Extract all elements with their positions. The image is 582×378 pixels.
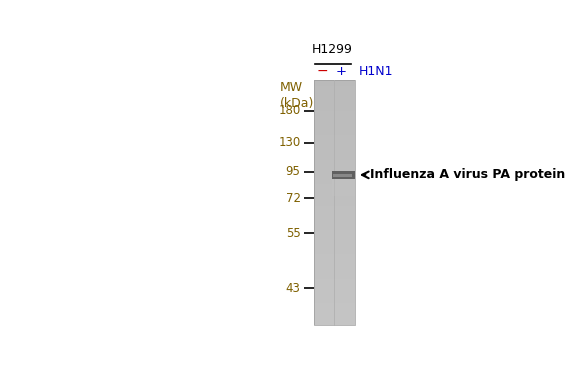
Bar xyxy=(314,138,354,141)
Bar xyxy=(314,150,354,153)
Text: Influenza A virus PA protein: Influenza A virus PA protein xyxy=(371,168,566,181)
Bar xyxy=(332,178,354,196)
Bar xyxy=(314,257,354,260)
Bar xyxy=(314,153,354,157)
Bar xyxy=(314,218,354,221)
Bar xyxy=(314,175,354,178)
Bar xyxy=(314,254,354,257)
Text: 72: 72 xyxy=(286,192,300,204)
Text: MW: MW xyxy=(281,81,303,94)
Text: +: + xyxy=(335,65,346,78)
Text: 95: 95 xyxy=(286,166,300,178)
Bar xyxy=(314,270,354,273)
Bar xyxy=(314,144,354,147)
Bar xyxy=(314,322,354,325)
Bar xyxy=(314,282,354,285)
Bar xyxy=(314,267,354,270)
Bar xyxy=(314,117,354,120)
Bar xyxy=(314,172,354,175)
Bar xyxy=(314,212,354,215)
Bar xyxy=(332,171,354,178)
Bar xyxy=(314,187,354,190)
Bar xyxy=(314,114,354,117)
Bar xyxy=(314,147,354,150)
Bar xyxy=(314,111,354,114)
Bar xyxy=(314,291,354,294)
Bar xyxy=(332,174,352,177)
Text: (kDa): (kDa) xyxy=(281,97,315,110)
Bar xyxy=(314,245,354,248)
Bar xyxy=(314,316,354,319)
Bar xyxy=(314,242,354,245)
Bar xyxy=(314,141,354,144)
Bar xyxy=(314,230,354,233)
Bar xyxy=(314,108,354,111)
Bar xyxy=(314,126,354,129)
Bar xyxy=(314,166,354,169)
Bar xyxy=(314,227,354,230)
Bar xyxy=(314,203,354,206)
Bar xyxy=(314,288,354,291)
Bar xyxy=(314,251,354,254)
Bar xyxy=(314,157,354,160)
Bar xyxy=(314,93,354,96)
Bar xyxy=(314,285,354,288)
Bar xyxy=(314,190,354,194)
Bar xyxy=(314,135,354,138)
Bar xyxy=(314,200,354,203)
Bar xyxy=(314,264,354,267)
Text: 130: 130 xyxy=(278,136,300,149)
Bar xyxy=(314,209,354,212)
Text: 180: 180 xyxy=(278,104,300,117)
Bar xyxy=(314,181,354,184)
Text: H1299: H1299 xyxy=(312,43,353,56)
Bar xyxy=(314,273,354,276)
Bar xyxy=(314,224,354,227)
Bar xyxy=(314,99,354,102)
Bar xyxy=(314,102,354,105)
Bar xyxy=(314,233,354,236)
Bar xyxy=(314,160,354,163)
Bar xyxy=(314,178,354,181)
Bar xyxy=(314,313,354,316)
Bar xyxy=(314,132,354,135)
Bar xyxy=(314,297,354,301)
Bar xyxy=(314,260,354,264)
Bar xyxy=(314,206,354,209)
Text: 43: 43 xyxy=(286,282,300,295)
Bar xyxy=(314,105,354,108)
Bar xyxy=(314,197,354,200)
Bar xyxy=(314,90,354,93)
Text: −: − xyxy=(317,64,328,78)
Bar xyxy=(314,294,354,297)
Bar xyxy=(314,304,354,307)
Bar xyxy=(314,221,354,224)
Bar xyxy=(314,239,354,242)
Bar xyxy=(314,236,354,239)
Bar xyxy=(314,319,354,322)
Bar xyxy=(314,96,354,99)
Bar xyxy=(314,184,354,187)
Bar xyxy=(314,248,354,251)
Bar xyxy=(314,169,354,172)
Bar xyxy=(314,80,354,325)
Bar xyxy=(314,279,354,282)
Bar xyxy=(314,123,354,126)
Bar xyxy=(314,87,354,90)
Bar xyxy=(314,194,354,197)
Bar xyxy=(314,120,354,123)
Bar xyxy=(314,301,354,304)
Text: 55: 55 xyxy=(286,226,300,240)
Bar xyxy=(314,83,354,87)
Bar xyxy=(314,276,354,279)
Bar xyxy=(314,310,354,313)
Bar xyxy=(314,307,354,310)
Bar xyxy=(314,163,354,166)
Bar xyxy=(314,129,354,132)
Text: H1N1: H1N1 xyxy=(359,65,393,78)
Bar xyxy=(314,80,354,83)
Bar xyxy=(314,215,354,218)
